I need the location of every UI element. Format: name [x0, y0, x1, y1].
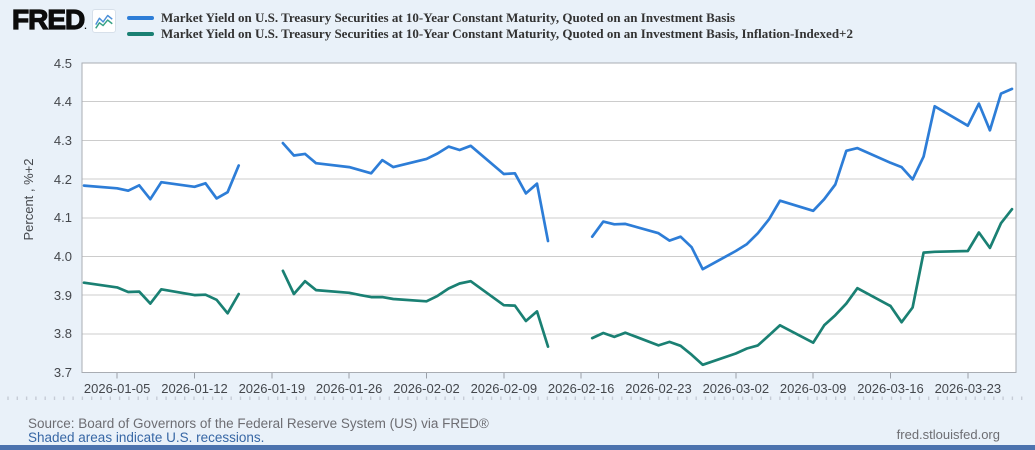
- y-axis-tick-label: 4.1: [53, 210, 72, 226]
- y-axis-tick-label: 4.4: [53, 94, 72, 110]
- x-axis-tick-label: 2026-03-09: [779, 381, 847, 396]
- x-axis-tick-label: 2026-01-26: [315, 381, 383, 396]
- y-axis-title: Percent , %+2: [21, 158, 36, 241]
- chart-legend: Market Yield on U.S. Treasury Securities…: [127, 10, 853, 42]
- x-axis-tick-label: 2026-03-16: [857, 381, 924, 396]
- legend-item-2: Market Yield on U.S. Treasury Securities…: [127, 26, 853, 42]
- source-attribution: Source: Board of Governors of the Federa…: [28, 416, 489, 431]
- x-axis-tick-label: 2026-01-19: [238, 381, 306, 396]
- bottom-accent-bar: [0, 445, 1035, 450]
- x-axis-tick-label: 2026-01-12: [161, 381, 228, 396]
- x-axis-tick-label: 2026-02-02: [393, 381, 460, 396]
- y-axis-tick-label: 4.2: [53, 171, 72, 187]
- x-axis-tick-label: 2026-02-23: [625, 381, 692, 396]
- x-axis-tick-label: 2026-03-02: [702, 381, 770, 396]
- x-axis-tick-label: 2026-01-05: [83, 381, 151, 396]
- y-axis-tick-label: 4.0: [53, 248, 72, 264]
- fred-site-label: fred.stlouisfed.org: [896, 427, 1000, 442]
- y-axis-tick-label: 3.8: [53, 326, 72, 342]
- x-axis-tick-label: 2026-03-23: [934, 381, 1002, 396]
- legend-label: Market Yield on U.S. Treasury Securities…: [161, 26, 853, 41]
- y-axis-tick-label: 4.5: [53, 55, 72, 71]
- x-axis-tick-label: 2026-02-09: [470, 381, 538, 396]
- legend-item-1: Market Yield on U.S. Treasury Securities…: [127, 10, 853, 26]
- x-axis-tick-label: 2026-02-16: [547, 381, 615, 396]
- recession-note-link[interactable]: Shaded areas indicate U.S. recessions.: [28, 430, 265, 445]
- legend-label: Market Yield on U.S. Treasury Securities…: [161, 10, 736, 25]
- y-axis-tick-label: 4.3: [53, 132, 72, 148]
- y-axis-tick-label: 3.9: [53, 287, 72, 303]
- legend-line-swatch: [127, 16, 154, 20]
- legend-line-swatch: [127, 32, 154, 36]
- registered-mark: .: [84, 21, 87, 31]
- y-axis-tick-label: 3.7: [53, 365, 72, 380]
- fred-logo: FRED.: [11, 3, 87, 35]
- fred-sparkline-icon: [92, 9, 116, 33]
